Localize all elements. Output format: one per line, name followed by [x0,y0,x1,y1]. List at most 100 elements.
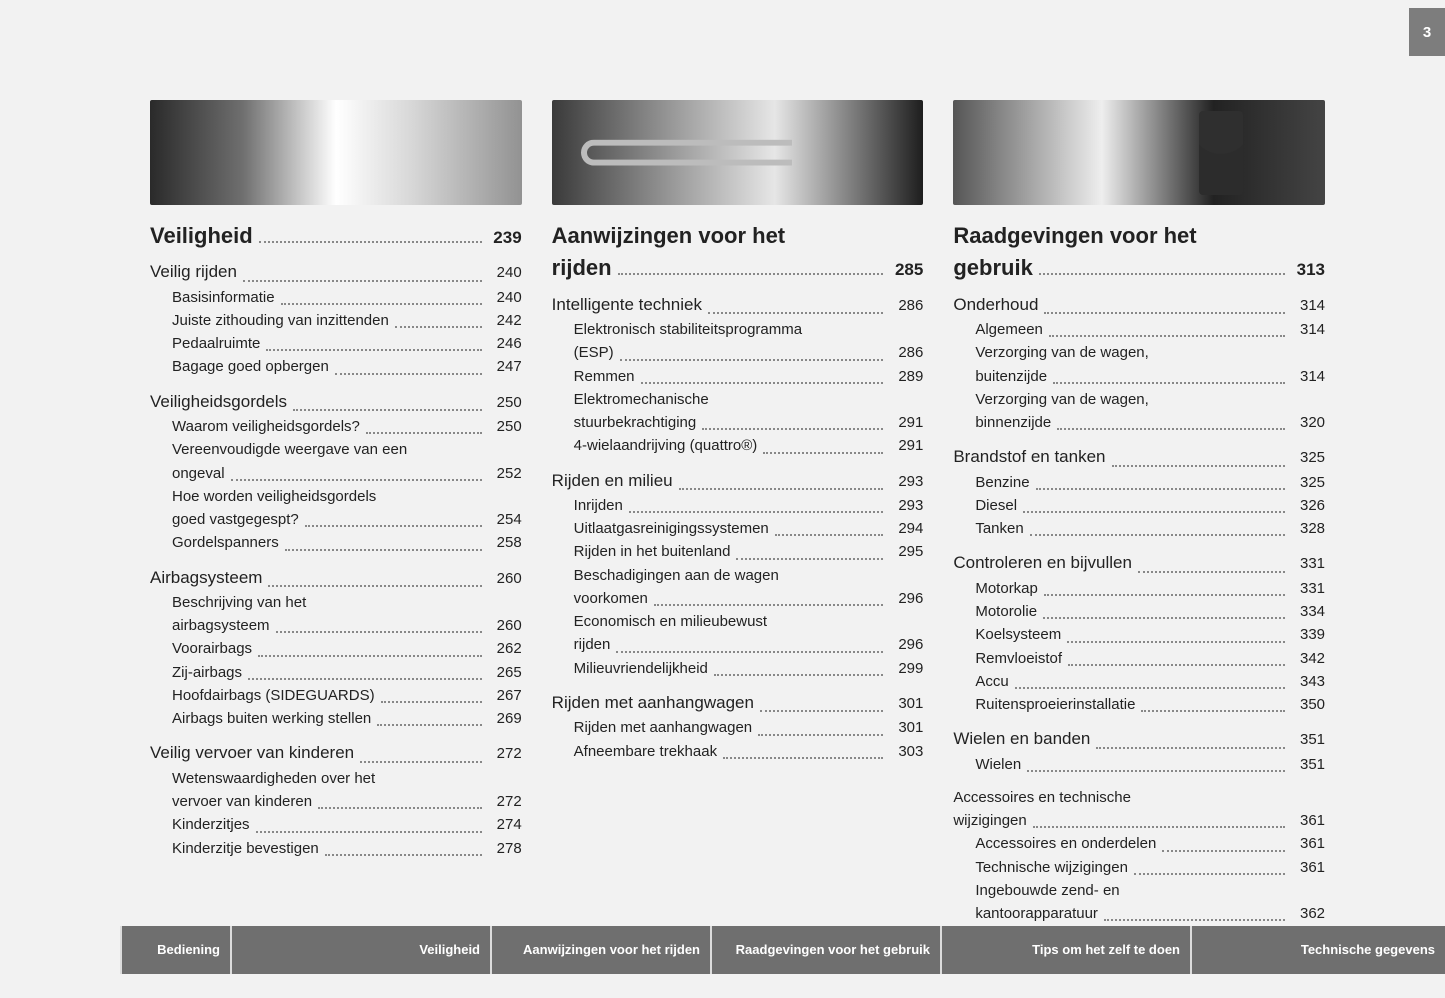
footer-tab[interactable]: Bediening [120,926,230,974]
toc-entry[interactable]: Waarom veiligheidsgordels? 250 [150,415,522,438]
toc-heading[interactable]: Intelligente techniek286 [552,292,924,318]
page-ref: 314 [1291,318,1325,341]
toc-entry[interactable]: Afneembare trekhaak303 [552,740,924,763]
toc-entry[interactable]: Remvloeistof342 [953,647,1325,670]
toc-entry[interactable]: Remmen289 [552,365,924,388]
toc-entry[interactable]: Zij-airbags265 [150,661,522,684]
toc-column: Aanwijzingen voor hetrijden285Intelligen… [552,100,924,949]
toc-entry[interactable]: Voorairbags262 [150,637,522,660]
page-ref: 326 [1291,494,1325,517]
toc-entry-label: Motorolie [975,600,1037,623]
toc-heading-label: Wielen en banden [953,726,1090,752]
toc-entry[interactable]: 4-wielaandrijving (quattro®)291 [552,434,924,457]
toc-heading[interactable]: Airbagsysteem260 [150,565,522,591]
toc-heading[interactable]: Veilig vervoer van kinderen272 [150,740,522,766]
toc-entry[interactable]: Rijden in het buitenland295 [552,540,924,563]
page-ref: 339 [1291,623,1325,646]
toc-entry[interactable]: Wielen351 [953,753,1325,776]
toc-heading[interactable]: Controleren en bijvullen331 [953,550,1325,576]
column-title: Raadgevingen voor het [953,223,1325,249]
toc-entry[interactable]: Airbags buiten werking stellen269 [150,707,522,730]
toc-entry[interactable]: Benzine 325 [953,471,1325,494]
toc-entry[interactable]: Kinderzitjes274 [150,813,522,836]
toc-entry-label-cont: binnenzijde [975,411,1051,434]
page-ref: 325 [1291,446,1325,469]
toc-heading[interactable]: Veiligheidsgordels250 [150,389,522,415]
toc-entry[interactable]: Beschadigingen aan de wagenvoorkomen296 [552,564,924,611]
toc-entry[interactable]: Algemeen314 [953,318,1325,341]
page-ref: 269 [488,707,522,730]
toc-entry[interactable]: Pedaalruimte 246 [150,332,522,355]
toc-entry[interactable]: Diesel326 [953,494,1325,517]
toc-entry[interactable]: Hoofdairbags (SIDEGUARDS)267 [150,684,522,707]
toc-entry[interactable]: Kinderzitje bevestigen278 [150,837,522,860]
page-ref: 272 [488,742,522,765]
page-ref: 361 [1291,832,1325,855]
toc-column: Raadgevingen voor hetgebruik313Onderhoud… [953,100,1325,949]
toc-entry[interactable]: Verzorging van de wagen,binnenzijde320 [953,388,1325,435]
toc-entry-label: Rijden met aanhangwagen [574,716,752,739]
toc-entry[interactable]: Tanken328 [953,517,1325,540]
toc-columns: Veiligheid239 Veilig rijden240Basisinform… [150,100,1325,949]
toc-entry[interactable]: Inrijden293 [552,494,924,517]
toc-entry-label: Koelsysteem [975,623,1061,646]
toc-entry-label: Waarom veiligheidsgordels? [172,415,360,438]
toc-entry[interactable]: Economisch en milieubewustrijden296 [552,610,924,657]
toc-entry[interactable]: Juiste zithouding van inzittenden242 [150,309,522,332]
toc-heading[interactable]: Rijden en milieu293 [552,468,924,494]
toc-heading[interactable]: Veilig rijden240 [150,259,522,285]
toc-entry-label: Benzine [975,471,1029,494]
toc-entry-label: Accessoires en onderdelen [975,832,1156,855]
page-number-tab: 3 [1409,8,1445,56]
page-ref: 325 [1291,471,1325,494]
page-ref: 293 [889,494,923,517]
toc-entry-label: Ingebouwde zend- en [975,879,1325,902]
toc-entry[interactable]: Motorolie334 [953,600,1325,623]
toc-entry[interactable]: Hoe worden veiligheidsgordelsgoed vastge… [150,485,522,532]
toc-heading[interactable]: Brandstof en tanken325 [953,444,1325,470]
toc-entry-label: Hoofdairbags (SIDEGUARDS) [172,684,375,707]
toc-entry[interactable]: Accessoires en onderdelen 361 [953,832,1325,855]
toc-entry[interactable]: Koelsysteem 339 [953,623,1325,646]
toc-entry[interactable]: Basisinformatie240 [150,286,522,309]
footer-tab[interactable]: Raadgevingen voor het gebruik [710,926,940,974]
toc-entry[interactable]: Elektronisch stabiliteitsprogramma(ESP)2… [552,318,924,365]
toc-entry[interactable]: Elektromechanischestuurbekrachtiging291 [552,388,924,435]
footer-tab[interactable]: Tips om het zelf te doen [940,926,1190,974]
toc-entry-label: Pedaalruimte [172,332,260,355]
page-ref: 361 [1291,809,1325,832]
column-title: Veiligheid [150,223,253,249]
page-ref: 250 [488,415,522,438]
toc-entry[interactable]: Beschrijving van hetairbagsysteem260 [150,591,522,638]
footer-tab[interactable]: Veiligheid [230,926,490,974]
toc-entry[interactable]: Technische wijzigingen361 [953,856,1325,879]
toc-heading[interactable]: Wielen en banden351 [953,726,1325,752]
page-ref: 252 [488,462,522,485]
toc-entry-label-cont: kantoorapparatuur [975,902,1098,925]
toc-heading[interactable]: Accessoires en technischewijzigingen361 [953,786,1325,833]
footer-tab[interactable]: Technische gegevens [1190,926,1445,974]
toc-entry[interactable]: Accu343 [953,670,1325,693]
toc-entry-label: Gordelspanners [172,531,279,554]
toc-entry[interactable]: Milieuvriendelijkheid299 [552,657,924,680]
column-title-row: Veiligheid239 [150,223,522,249]
footer-tab[interactable]: Aanwijzingen voor het rijden [490,926,710,974]
toc-entry[interactable]: Wetenswaardigheden over hetvervoer van k… [150,767,522,814]
toc-entry[interactable]: Uitlaatgasreinigingssystemen294 [552,517,924,540]
toc-column: Veiligheid239 Veilig rijden240Basisinform… [150,100,522,949]
toc-entry[interactable]: Vereenvoudigde weergave van eenongeval25… [150,438,522,485]
toc-entry[interactable]: Gordelspanners258 [150,531,522,554]
toc-entry[interactable]: Rijden met aanhangwagen301 [552,716,924,739]
toc-entry[interactable]: Verzorging van de wagen,buitenzijde314 [953,341,1325,388]
toc-entry-label: Basisinformatie [172,286,275,309]
toc-entry[interactable]: Motorkap331 [953,577,1325,600]
toc-entry-label: Accu [975,670,1008,693]
toc-entry[interactable]: Bagage goed opbergen247 [150,355,522,378]
toc-heading[interactable]: Onderhoud314 [953,292,1325,318]
page-ref: 246 [488,332,522,355]
toc-entry[interactable]: Ingebouwde zend- enkantoorapparatuur362 [953,879,1325,926]
toc-heading[interactable]: Rijden met aanhangwagen301 [552,690,924,716]
toc-entry-label: Technische wijzigingen [975,856,1128,879]
page-ref: 286 [889,341,923,364]
toc-entry[interactable]: Ruitensproeierinstallatie350 [953,693,1325,716]
